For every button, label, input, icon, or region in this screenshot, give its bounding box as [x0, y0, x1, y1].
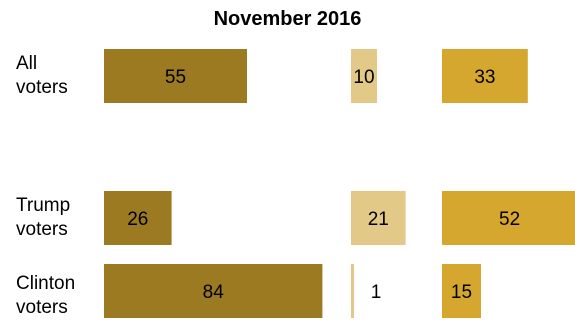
- bar-row1-col0: [104, 191, 172, 245]
- bar-value-label: 15: [451, 282, 472, 303]
- bar-row1-col1: [351, 191, 406, 245]
- chart-title: November 2016: [213, 8, 362, 30]
- row-label-line1: All: [16, 53, 38, 74]
- row-label-all-voters: All voters: [16, 52, 68, 100]
- bar-row2-col0: [104, 264, 323, 318]
- bar-row2-col1: [351, 264, 354, 318]
- bar-row2-col2: [442, 264, 481, 318]
- bar-value-label: 21: [368, 209, 389, 230]
- row-label-trump-voters: Trump voters: [16, 194, 70, 242]
- bar-value-label: 55: [165, 67, 186, 88]
- row-label-line2: voters: [16, 297, 68, 318]
- row-label-line1: Clinton: [16, 273, 76, 294]
- bar-row0-col1: [351, 49, 377, 103]
- bar-value-label: 84: [203, 282, 225, 303]
- bar-value-label: 52: [499, 209, 520, 230]
- bar-row0-col2: [442, 49, 528, 103]
- row-label-line2: voters: [16, 77, 68, 98]
- row-label-line2: voters: [16, 219, 68, 240]
- row-label-line1: Trump: [16, 195, 71, 216]
- bar-row1-col2: [442, 191, 575, 245]
- bar-value-label: 10: [353, 67, 374, 88]
- bar-row0-col0: [104, 49, 247, 103]
- bar-value-label: 33: [474, 67, 495, 88]
- bar-value-label: 26: [127, 209, 148, 230]
- bar-value-label: 1: [371, 282, 382, 303]
- row-label-clinton-voters: Clinton voters: [16, 272, 75, 320]
